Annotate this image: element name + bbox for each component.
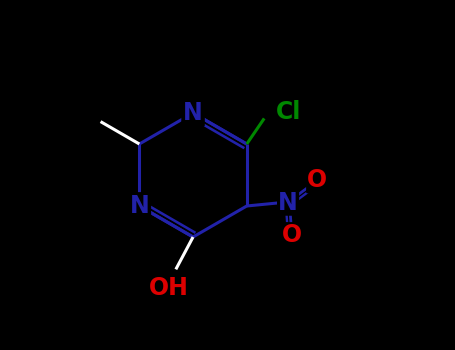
Text: Cl: Cl	[276, 99, 302, 124]
Text: N: N	[130, 194, 149, 218]
Text: OH: OH	[149, 276, 189, 300]
Text: N: N	[278, 190, 298, 215]
Text: N: N	[183, 101, 203, 125]
Text: O: O	[282, 223, 302, 247]
Text: O: O	[307, 168, 328, 192]
